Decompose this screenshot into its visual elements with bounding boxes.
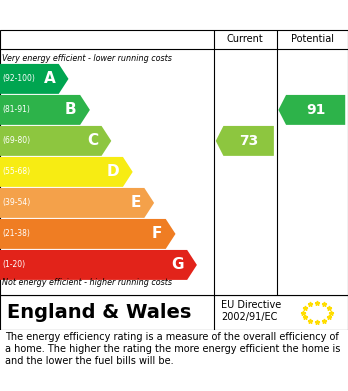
Text: (21-38): (21-38) [3,230,31,239]
Polygon shape [278,95,345,125]
Text: C: C [87,133,98,149]
Text: (1-20): (1-20) [3,260,26,269]
Text: Current: Current [227,34,264,44]
Polygon shape [0,219,175,249]
Text: G: G [171,257,184,273]
Polygon shape [0,250,197,280]
Text: A: A [44,72,55,86]
Text: Potential: Potential [291,34,334,44]
Text: B: B [65,102,77,117]
Text: 91: 91 [306,103,325,117]
Text: EU Directive
2002/91/EC: EU Directive 2002/91/EC [221,300,281,321]
Polygon shape [0,188,154,218]
Text: E: E [130,196,141,210]
Polygon shape [0,126,111,156]
Text: Not energy efficient - higher running costs: Not energy efficient - higher running co… [2,278,172,287]
Polygon shape [216,126,274,156]
Text: (55-68): (55-68) [3,167,31,176]
Polygon shape [0,64,69,94]
Polygon shape [0,157,133,187]
Text: (69-80): (69-80) [3,136,31,145]
Text: (39-54): (39-54) [3,198,31,207]
Text: (92-100): (92-100) [3,74,35,83]
Text: Energy Efficiency Rating: Energy Efficiency Rating [10,7,232,23]
Text: England & Wales: England & Wales [7,303,191,322]
Polygon shape [0,95,90,125]
Text: 73: 73 [239,134,258,148]
Text: (81-91): (81-91) [3,106,31,115]
Text: Very energy efficient - lower running costs: Very energy efficient - lower running co… [2,54,172,63]
Text: F: F [152,226,162,241]
Text: D: D [107,164,119,179]
Text: The energy efficiency rating is a measure of the overall efficiency of a home. T: The energy efficiency rating is a measur… [5,332,341,366]
